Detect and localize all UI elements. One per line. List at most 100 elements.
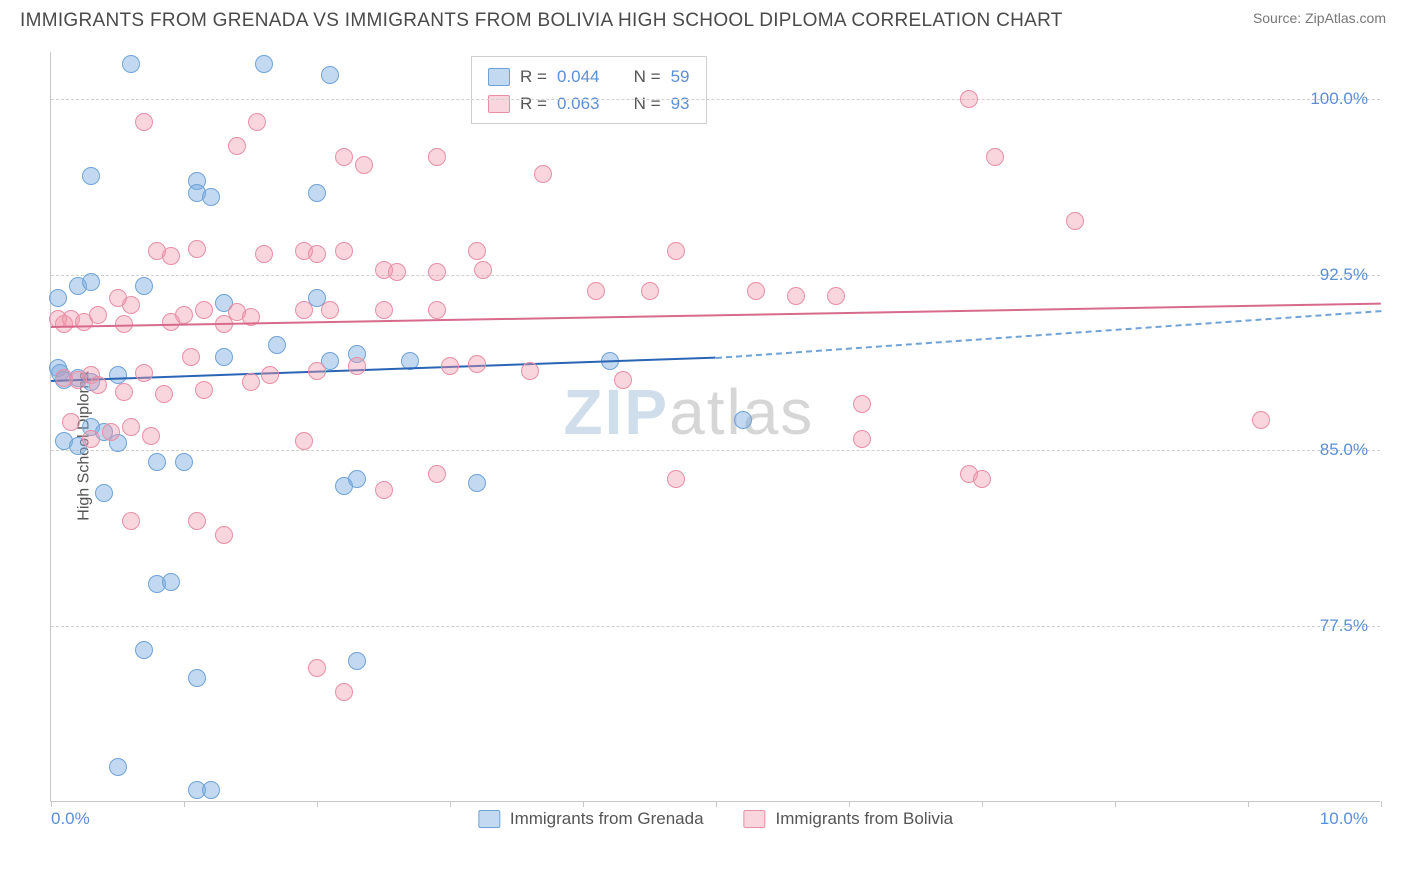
y-tick-label: 77.5% xyxy=(1320,616,1368,636)
scatter-point-bolivia xyxy=(308,362,326,380)
scatter-point-grenada xyxy=(162,573,180,591)
scatter-point-grenada xyxy=(734,411,752,429)
scatter-point-bolivia xyxy=(348,357,366,375)
scatter-point-bolivia xyxy=(321,301,339,319)
scatter-point-bolivia xyxy=(155,385,173,403)
scatter-point-bolivia xyxy=(960,90,978,108)
scatter-point-bolivia xyxy=(89,376,107,394)
scatter-point-bolivia xyxy=(428,263,446,281)
scatter-point-bolivia xyxy=(62,413,80,431)
scatter-point-bolivia xyxy=(135,364,153,382)
chart-plot-area: ZIPatlas R = 0.044 N = 59R = 0.063 N = 9… xyxy=(50,52,1380,802)
scatter-point-grenada xyxy=(348,470,366,488)
scatter-point-bolivia xyxy=(335,683,353,701)
scatter-point-bolivia xyxy=(468,242,486,260)
legend-swatch xyxy=(478,810,500,828)
scatter-point-bolivia xyxy=(295,301,313,319)
stats-r-value: 0.063 xyxy=(557,90,600,117)
x-tick xyxy=(849,801,850,807)
scatter-point-bolivia xyxy=(261,366,279,384)
stats-row-bolivia: R = 0.063 N = 93 xyxy=(488,90,690,117)
scatter-point-bolivia xyxy=(82,430,100,448)
scatter-point-bolivia xyxy=(135,113,153,131)
grid-line xyxy=(51,99,1380,100)
stats-n-value: 59 xyxy=(671,63,690,90)
watermark: ZIPatlas xyxy=(564,375,815,449)
scatter-point-bolivia xyxy=(162,247,180,265)
x-tick xyxy=(184,801,185,807)
scatter-point-bolivia xyxy=(1066,212,1084,230)
scatter-point-grenada xyxy=(49,289,67,307)
chart-source: Source: ZipAtlas.com xyxy=(1253,10,1386,26)
x-tick-label: 10.0% xyxy=(1320,809,1368,829)
scatter-point-bolivia xyxy=(175,306,193,324)
scatter-point-grenada xyxy=(109,758,127,776)
scatter-point-grenada xyxy=(148,453,166,471)
scatter-point-bolivia xyxy=(89,306,107,324)
stats-r-label: R = xyxy=(520,63,547,90)
grid-line xyxy=(51,626,1380,627)
scatter-point-grenada xyxy=(255,55,273,73)
x-tick xyxy=(1248,801,1249,807)
scatter-point-bolivia xyxy=(787,287,805,305)
scatter-point-grenada xyxy=(82,167,100,185)
x-tick-label: 0.0% xyxy=(51,809,90,829)
scatter-point-bolivia xyxy=(335,148,353,166)
scatter-point-bolivia xyxy=(188,240,206,258)
y-tick-label: 92.5% xyxy=(1320,265,1368,285)
scatter-point-grenada xyxy=(348,652,366,670)
scatter-point-bolivia xyxy=(853,430,871,448)
scatter-point-grenada xyxy=(95,484,113,502)
chart-title: IMMIGRANTS FROM GRENADA VS IMMIGRANTS FR… xyxy=(20,10,1063,32)
scatter-point-bolivia xyxy=(747,282,765,300)
scatter-point-grenada xyxy=(109,366,127,384)
grid-line xyxy=(51,450,1380,451)
scatter-point-grenada xyxy=(175,453,193,471)
grid-line xyxy=(51,275,1380,276)
legend-swatch xyxy=(744,810,766,828)
scatter-point-bolivia xyxy=(335,242,353,260)
scatter-point-bolivia xyxy=(388,263,406,281)
scatter-point-bolivia xyxy=(142,427,160,445)
legend-swatch xyxy=(488,68,510,86)
scatter-point-bolivia xyxy=(122,296,140,314)
scatter-point-bolivia xyxy=(195,381,213,399)
x-tick xyxy=(317,801,318,807)
scatter-point-bolivia xyxy=(215,526,233,544)
scatter-point-bolivia xyxy=(122,512,140,530)
scatter-point-bolivia xyxy=(188,512,206,530)
legend-swatch xyxy=(488,95,510,113)
scatter-point-bolivia xyxy=(667,470,685,488)
scatter-point-bolivia xyxy=(122,418,140,436)
stats-n-label: N = xyxy=(634,63,661,90)
scatter-point-bolivia xyxy=(441,357,459,375)
scatter-point-bolivia xyxy=(1252,411,1270,429)
x-tick xyxy=(450,801,451,807)
stats-n-label: N = xyxy=(634,90,661,117)
scatter-point-grenada xyxy=(202,781,220,799)
x-tick xyxy=(982,801,983,807)
scatter-point-bolivia xyxy=(986,148,1004,166)
scatter-point-bolivia xyxy=(242,373,260,391)
x-tick xyxy=(51,801,52,807)
x-tick xyxy=(1115,801,1116,807)
scatter-point-bolivia xyxy=(255,245,273,263)
scatter-point-bolivia xyxy=(428,148,446,166)
scatter-point-bolivia xyxy=(468,355,486,373)
scatter-point-bolivia xyxy=(853,395,871,413)
scatter-point-bolivia xyxy=(587,282,605,300)
stats-row-grenada: R = 0.044 N = 59 xyxy=(488,63,690,90)
scatter-point-bolivia xyxy=(295,432,313,450)
scatter-point-grenada xyxy=(215,348,233,366)
scatter-point-grenada xyxy=(321,66,339,84)
legend-label: Immigrants from Grenada xyxy=(510,809,704,829)
legend-item-grenada: Immigrants from Grenada xyxy=(478,809,704,829)
scatter-point-bolivia xyxy=(428,465,446,483)
scatter-point-bolivia xyxy=(474,261,492,279)
x-tick xyxy=(1381,801,1382,807)
scatter-point-grenada xyxy=(268,336,286,354)
scatter-point-bolivia xyxy=(228,137,246,155)
scatter-point-grenada xyxy=(122,55,140,73)
x-tick xyxy=(583,801,584,807)
scatter-point-bolivia xyxy=(375,301,393,319)
